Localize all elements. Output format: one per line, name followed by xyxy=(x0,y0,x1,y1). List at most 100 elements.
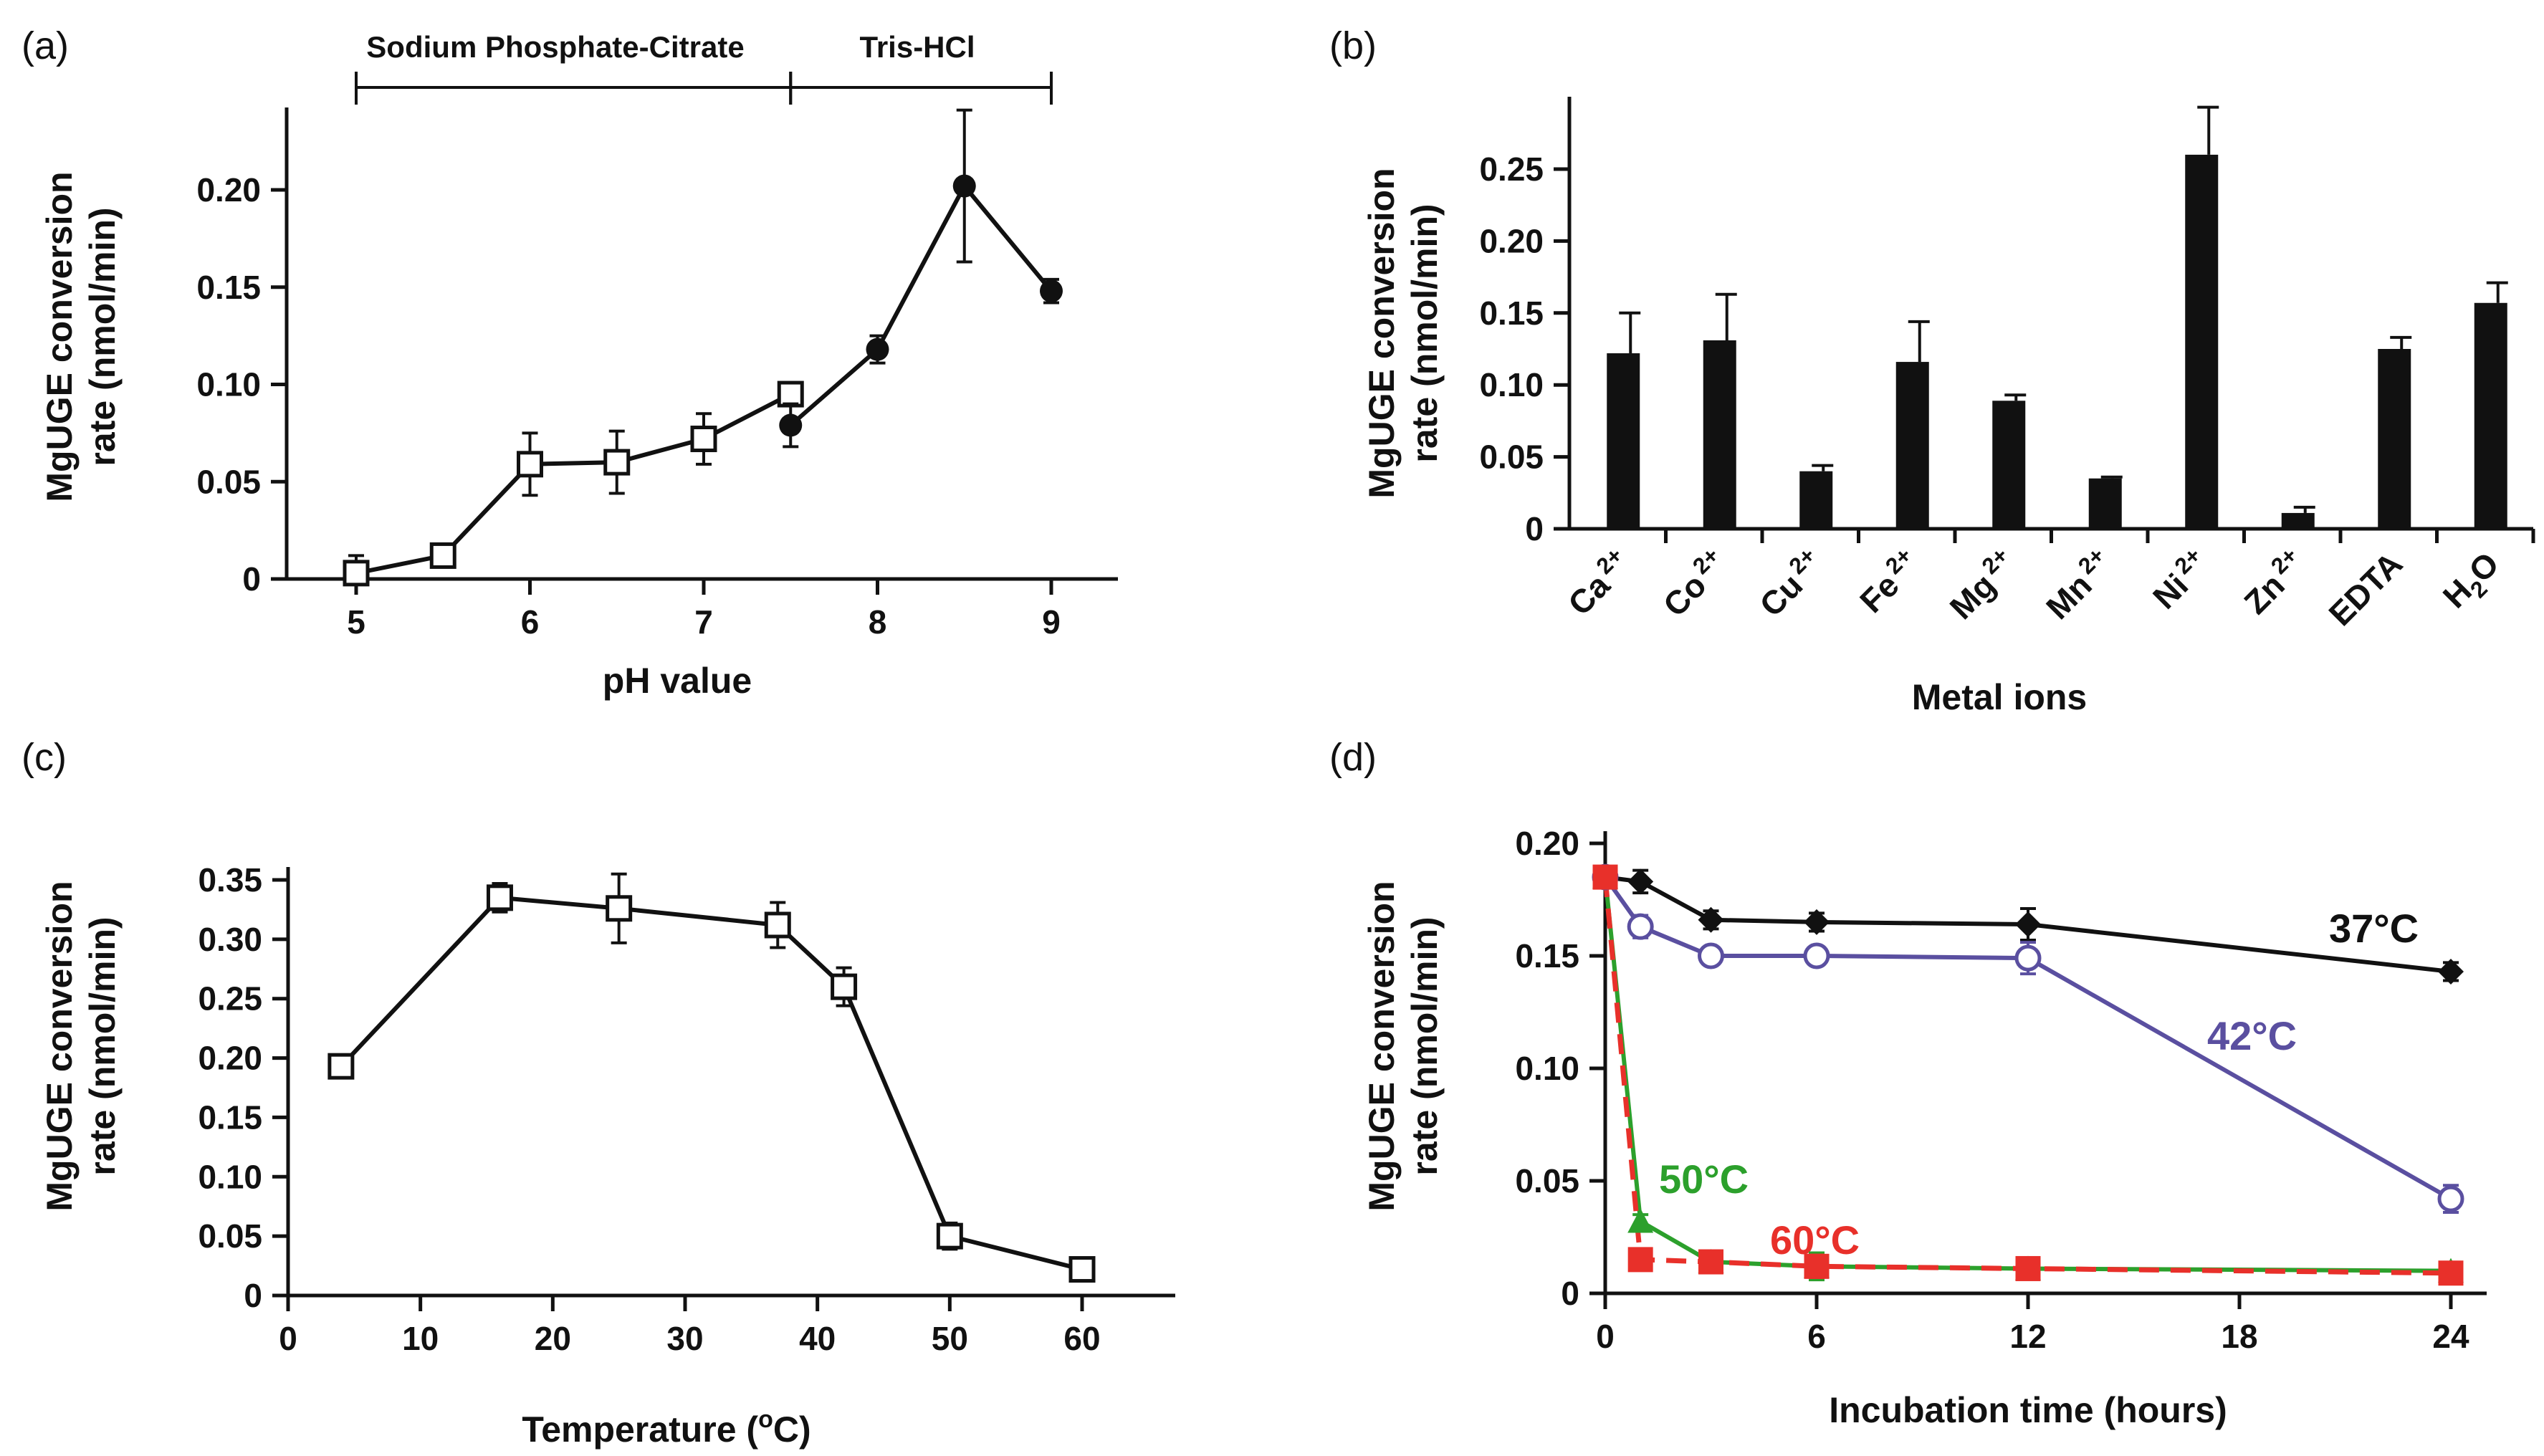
panel-b-y-tick-label: 0.10 xyxy=(1479,366,1544,403)
panel-c-ylabel-line1: MgUGE conversion xyxy=(39,881,80,1211)
panel-b-bar xyxy=(2378,349,2411,529)
panel-b-category-base: EDTA xyxy=(2321,545,2409,633)
panel-a-y-tick-label: 0.20 xyxy=(196,171,261,209)
panel-d-y-tick-label: 0.05 xyxy=(1515,1162,1579,1199)
panel-d-ylabel-line2: rate (nmol/min) xyxy=(1405,916,1445,1175)
panel-a-y-tick-label: 0 xyxy=(242,560,261,598)
panel-c-ylabel-line2: rate (nmol/min) xyxy=(82,916,123,1175)
panel-b-category-label: Cu2+ xyxy=(1750,542,1832,624)
panel-d-y-tick-label: 0 xyxy=(1561,1275,1579,1312)
panel-c-series-point xyxy=(327,1053,355,1080)
panel-d-series-1-point xyxy=(2437,1185,2464,1212)
panel-d-series-3-point xyxy=(2015,1255,2041,1281)
panel-b-ylabel-line1: MgUGE conversion xyxy=(1362,168,1402,498)
panel-a-y-tick-label: 0.10 xyxy=(196,366,261,403)
panel-c-series-point xyxy=(606,895,633,922)
panel-a-series-1-line xyxy=(355,392,792,575)
panel-a-label: (a) xyxy=(21,24,69,67)
panel-b-y-tick-label: 0.05 xyxy=(1479,439,1544,476)
panel-a-series-1-point xyxy=(343,560,370,587)
panel-d-series-1-point xyxy=(1803,942,1830,969)
panel-a-x-tick-label: 5 xyxy=(347,603,365,641)
panel-c-y-tick-label: 0.15 xyxy=(198,1098,262,1136)
panel-b-label: (b) xyxy=(1329,24,1377,67)
panel-a-buffer-1-label: Sodium Phosphate-Citrate xyxy=(366,30,744,64)
panel-a-series-1-point xyxy=(603,449,631,476)
panel-d-chart: MgUGE conversion rate (nmol/min) Incubat… xyxy=(1362,825,2487,1430)
panel-d-ylabel-line1: MgUGE conversion xyxy=(1362,881,1402,1211)
panel-a-y-tick-label: 0.05 xyxy=(196,463,261,500)
panel-c-x-tick-label: 10 xyxy=(402,1320,439,1357)
panel-c-series-point xyxy=(486,884,513,911)
panel-a-series-2-line xyxy=(789,183,1053,427)
panel-c-y-tick-label: 0 xyxy=(244,1277,262,1314)
panel-c-y-tick-label: 0.10 xyxy=(198,1158,262,1195)
panel-b-category-label: Zn2+ xyxy=(2234,542,2313,621)
panel-d-series-3-point xyxy=(2438,1260,2464,1286)
panel-c-x-tick-label: 20 xyxy=(535,1320,571,1357)
panel-b-bar xyxy=(1799,471,1833,529)
panel-d-y-tick-label: 0.15 xyxy=(1515,937,1579,974)
panel-c-y-tick-label: 0.35 xyxy=(198,861,262,899)
panel-b-y-tick-label: 0 xyxy=(1525,510,1544,547)
panel-b-bar xyxy=(1703,340,1736,529)
panel-c-label: (c) xyxy=(21,736,67,779)
panel-b-bar xyxy=(1607,353,1640,529)
panel-a-series-2-point xyxy=(1040,279,1063,303)
panel-d-x-tick-label: 18 xyxy=(2221,1318,2257,1355)
panel-d-y-tick-label: 0.20 xyxy=(1515,825,1579,862)
panel-d-series-1-point xyxy=(1698,942,1724,969)
panel-b-bar xyxy=(2088,478,2122,529)
panel-c-xlabel-sup: o xyxy=(758,1406,773,1433)
panel-a-series-2-point xyxy=(779,413,803,437)
panel-c-y-tick-label: 0.30 xyxy=(198,921,262,958)
panel-c-xlabel: Temperature (oC) xyxy=(522,1406,810,1450)
panel-a-ylabel-line1: MgUGE conversion xyxy=(39,171,80,502)
panel-d-series-3-point xyxy=(1592,864,1618,890)
panel-d-series-2-point xyxy=(1627,1208,1654,1233)
panel-c-series-point xyxy=(1068,1256,1096,1283)
panel-d-x-tick-label: 6 xyxy=(1807,1318,1826,1355)
panel-a-series-1-point xyxy=(690,426,717,453)
panel-d-label: (d) xyxy=(1329,736,1377,779)
panel-c-series-point xyxy=(936,1222,963,1250)
panel-d-y-tick-label: 0.10 xyxy=(1515,1050,1579,1087)
panel-b-bar xyxy=(1895,362,1929,529)
panel-b-y-tick-label: 0.20 xyxy=(1479,222,1544,259)
panel-c-y-tick-label: 0.20 xyxy=(198,1040,262,1077)
panel-b-y-tick-label: 0.15 xyxy=(1479,294,1544,332)
panel-d-series-3-point xyxy=(1698,1249,1723,1275)
panel-a-series-1-point xyxy=(777,380,804,408)
panel-a-series-2-point xyxy=(866,337,889,361)
panel-c-series-point xyxy=(831,973,858,1000)
panel-c-x-tick-label: 60 xyxy=(1063,1320,1100,1357)
panel-c-xlabel-main: Temperature ( xyxy=(522,1409,758,1450)
panel-d-series-3-point xyxy=(1804,1253,1830,1279)
panel-b-category-label: Fe2+ xyxy=(1850,542,1928,620)
panel-b-category-label: Co2+ xyxy=(1653,542,1735,624)
panel-b-category-label: Ca2+ xyxy=(1558,542,1638,623)
panel-c-y-tick-label: 0.05 xyxy=(198,1217,262,1255)
panel-c-y-tick-label: 0.25 xyxy=(198,980,262,1017)
panel-a-x-tick-label: 8 xyxy=(869,603,887,641)
panel-d-series-label-50: 50°C xyxy=(1659,1156,1749,1202)
panel-a-x-tick-label: 6 xyxy=(521,603,540,641)
panel-d-series-3-line xyxy=(1602,876,2452,1276)
panel-a-buffer-2-label: Tris-HCl xyxy=(859,30,975,64)
panel-d-series-1-point xyxy=(2014,944,2042,972)
panel-b-category-label: Mn2+ xyxy=(2037,542,2120,626)
panel-d-series-label-42: 42°C xyxy=(2207,1013,2297,1058)
panel-a-series-2-point xyxy=(952,174,976,198)
panel-a-series-1-point xyxy=(517,451,543,478)
panel-d-series-0-point xyxy=(2015,911,2041,938)
panel-a-chart: MgUGE conversion rate (nmol/min) pH valu… xyxy=(39,30,1118,701)
panel-b-bar xyxy=(2185,154,2219,530)
panel-b-bar xyxy=(1992,401,2026,529)
panel-c-x-tick-label: 30 xyxy=(666,1320,703,1357)
panel-d-x-tick-label: 0 xyxy=(1596,1318,1615,1355)
panel-b-category-label: EDTA xyxy=(2321,545,2409,633)
panel-b-bar xyxy=(2474,302,2507,529)
panel-b-ylabel-line2: rate (nmol/min) xyxy=(1405,203,1445,462)
panel-b-y-tick-label: 0.25 xyxy=(1479,150,1544,188)
